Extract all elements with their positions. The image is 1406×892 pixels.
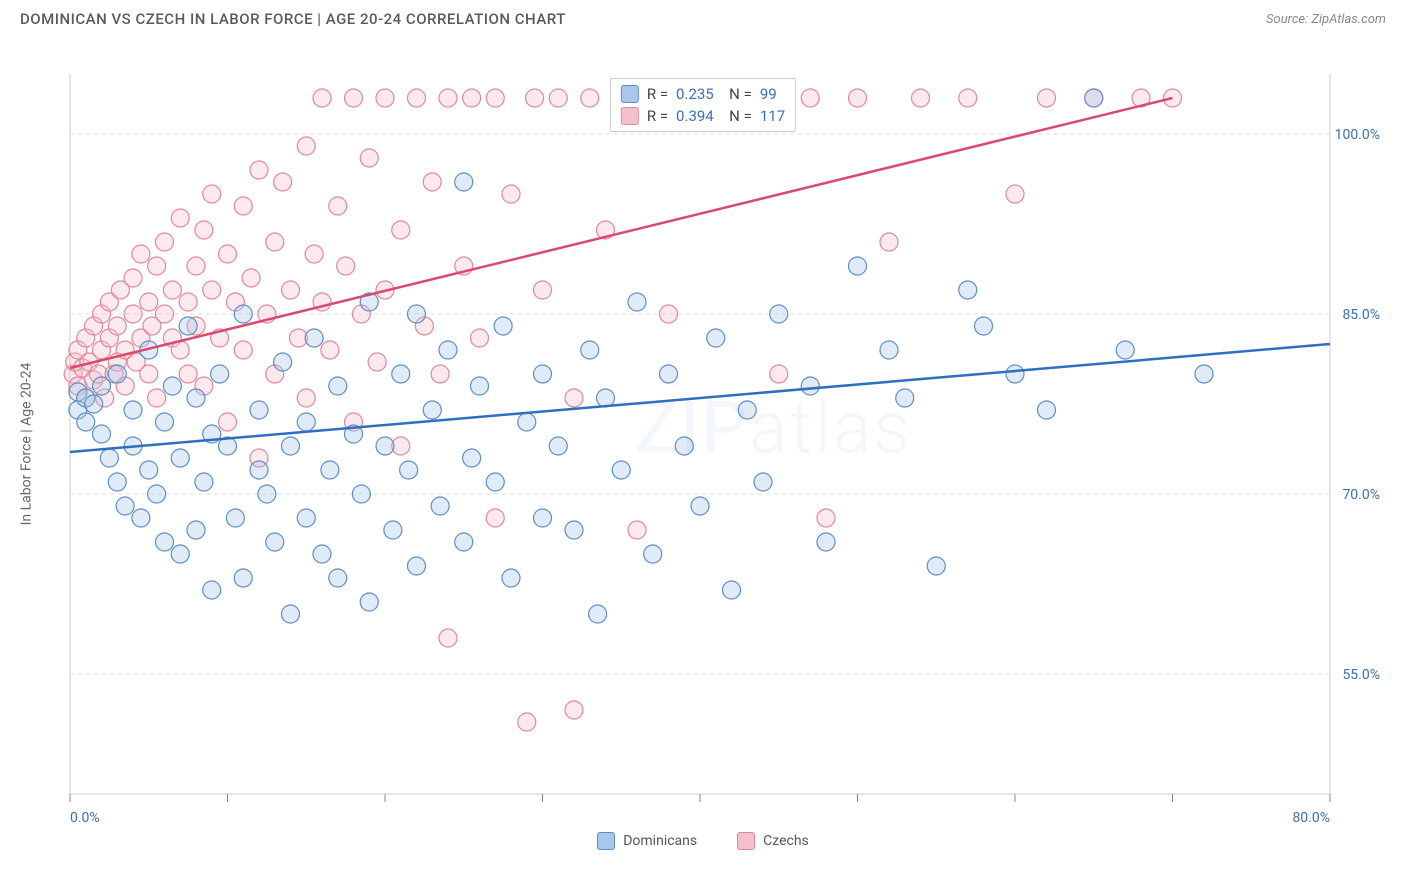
stats-r-value: 0.235 [676,85,714,103]
svg-text:70.0%: 70.0% [1342,487,1380,503]
legend-item-czechs: Czechs [737,832,809,850]
stats-r-label: R = [647,85,668,103]
chart-area: In Labor Force | Age 20-24 ZIPatlas 55.0… [0,34,1406,854]
stats-swatch-dominicans [621,85,639,103]
stats-n-label: N = [722,85,752,103]
legend-label: Czechs [763,833,809,849]
stats-row-czechs: R = 0.394 N = 117 [621,105,785,127]
stats-row-dominicans: R = 0.235 N = 99 [621,83,785,105]
stats-r-label: R = [647,107,668,125]
stats-n-value: 117 [760,107,785,125]
legend-swatch-czechs [737,832,755,850]
legend: Dominicans Czechs [0,826,1406,854]
legend-label: Dominicans [623,833,697,849]
stats-n-value: 99 [760,85,777,103]
chart-header: DOMINICAN VS CZECH IN LABOR FORCE | AGE … [0,0,1406,34]
legend-item-dominicans: Dominicans [597,832,697,850]
chart-source: Source: ZipAtlas.com [1266,12,1386,27]
stats-swatch-czechs [621,107,639,125]
legend-swatch-dominicans [597,832,615,850]
stats-n-label: N = [722,107,752,125]
svg-text:100.0%: 100.0% [1335,127,1380,143]
y-axis-label: In Labor Force | Age 20-24 [18,363,34,526]
svg-text:55.0%: 55.0% [1342,667,1380,683]
stats-box: R = 0.235 N = 99 R = 0.394 N = 117 [610,78,796,132]
scatter-plot: 55.0% 70.0% 85.0% 100.0% 0.0% 80.0% [0,34,1406,854]
stats-r-value: 0.394 [676,107,714,125]
svg-text:0.0%: 0.0% [70,810,100,826]
svg-text:80.0%: 80.0% [1292,810,1330,826]
svg-text:85.0%: 85.0% [1342,307,1380,323]
chart-title: DOMINICAN VS CZECH IN LABOR FORCE | AGE … [20,10,566,28]
